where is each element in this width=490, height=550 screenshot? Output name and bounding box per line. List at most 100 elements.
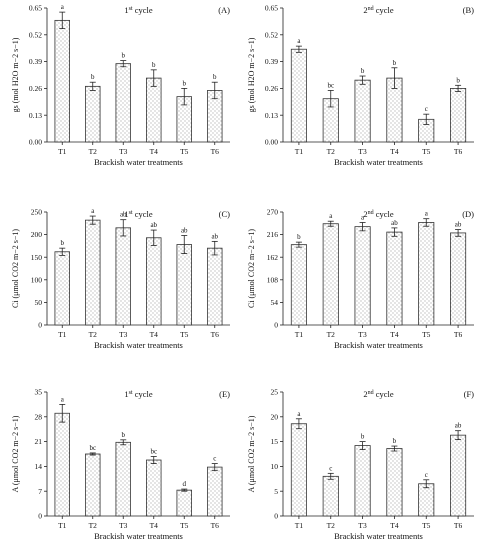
y-tick-label: 0.39: [265, 57, 278, 66]
x-tick-label: T5: [180, 147, 189, 156]
y-axis-label: Ci (μmol CO2 m−2 s−1): [247, 229, 256, 308]
y-tick-label: 10: [271, 462, 279, 471]
y-axis-label: gs (mol H2O m−2 s−1): [11, 37, 20, 112]
significance-letter: d: [183, 480, 187, 488]
x-axis-label: Brackish water treatments: [94, 157, 183, 167]
y-tick-label: 15: [271, 437, 279, 446]
significance-letter: b: [183, 79, 187, 87]
y-tick-label: 20: [271, 412, 279, 421]
y-tick-label: 0: [274, 512, 278, 521]
y-tick-label: 28: [35, 412, 43, 421]
significance-letter: b: [122, 431, 126, 439]
significance-letter: b: [152, 61, 156, 69]
panel-label: (D): [462, 209, 474, 219]
significance-letter: b: [61, 239, 65, 247]
x-tick-label: T2: [327, 147, 336, 156]
x-tick-label: T4: [150, 147, 159, 156]
panel-label: (A): [218, 5, 230, 15]
y-tick-label: 35: [35, 388, 43, 397]
panel-f: 0 5 10 15 20 25 a T1 c T2 b T3 b T4 c T5 ab T6 2nd cycle (F…: [247, 388, 474, 541]
panel-d: 0 54 108 162 216 270 b T1 a T2 a T3 ab T4 a T5 ab T6 2nd c…: [247, 208, 474, 350]
y-tick-label: 0: [274, 321, 278, 330]
bar-t4: [386, 448, 403, 517]
x-tick-label: T2: [89, 147, 98, 156]
x-tick-label: T5: [422, 147, 431, 156]
y-tick-label: 100: [31, 275, 43, 284]
bar-t1: [290, 423, 307, 517]
bar-t6: [450, 434, 467, 517]
bar-t2: [322, 475, 339, 517]
significance-letter: b: [122, 52, 126, 60]
x-axis-label: Brackish water treatments: [334, 157, 423, 167]
x-tick-label: T6: [454, 521, 463, 530]
y-tick-label: 0.26: [29, 84, 42, 93]
panel-a: 0.00 0.13 0.26 0.39 0.52 0.65 a T1 b T2 b T3 b T4 b T5 b…: [11, 3, 230, 167]
bar-t3: [115, 441, 131, 517]
significance-letter: b: [456, 76, 460, 84]
significance-letter: bc: [150, 447, 157, 455]
x-tick-label: T1: [58, 147, 67, 156]
y-tick-label: 0.00: [29, 138, 42, 147]
x-tick-label: T2: [89, 330, 98, 339]
y-tick-label: 54: [271, 298, 279, 307]
bar-t2: [85, 219, 101, 326]
y-tick-label: 21: [35, 437, 43, 446]
x-tick-label: T3: [119, 147, 128, 156]
x-tick-label: T1: [295, 147, 304, 156]
bar-t3: [354, 226, 371, 326]
y-tick-label: 14: [35, 462, 43, 471]
bar-t5: [176, 244, 192, 326]
significance-letter: a: [61, 395, 65, 403]
y-tick-label: 0.52: [29, 30, 42, 39]
y-tick-label: 0.26: [265, 84, 278, 93]
bar-t3: [354, 445, 371, 517]
significance-letter: ab: [455, 422, 462, 430]
chart-title: 2nd cycle: [363, 5, 394, 15]
x-tick-label: T1: [295, 330, 304, 339]
bar-t4: [146, 237, 162, 326]
bar-t3: [115, 227, 131, 326]
y-tick-label: 0.13: [265, 111, 278, 120]
significance-letter: a: [329, 212, 333, 220]
significance-letter: a: [361, 213, 365, 221]
bar-t4: [386, 231, 403, 326]
panel-label: (C): [219, 209, 231, 219]
x-tick-label: T6: [211, 147, 220, 156]
significance-letter: c: [213, 455, 216, 463]
panel-c: 0 50 100 150 200 250 b T1 a T2 ab T3 ab T4 ab T5 ab T6 1st…: [11, 207, 230, 350]
significance-letter: b: [361, 433, 365, 441]
x-tick-label: T6: [454, 147, 463, 156]
bar-t6: [450, 88, 467, 143]
chart-title: 1st cycle: [124, 209, 153, 219]
y-tick-label: 0.65: [265, 4, 278, 13]
significance-letter: a: [297, 410, 301, 418]
y-tick-label: 200: [31, 230, 43, 239]
x-tick-label: T5: [422, 521, 431, 530]
y-tick-label: 0.00: [265, 138, 278, 147]
x-tick-label: T1: [58, 330, 67, 339]
y-tick-label: 162: [267, 253, 279, 262]
chart-title: 2nd cycle: [363, 209, 394, 219]
significance-letter: a: [91, 207, 95, 215]
significance-letter: bc: [89, 444, 96, 452]
significance-letter: ab: [391, 219, 398, 227]
y-tick-label: 50: [35, 298, 43, 307]
x-axis-label: Brackish water treatments: [94, 531, 183, 541]
significance-letter: b: [393, 437, 397, 445]
bar-t1: [290, 244, 307, 326]
x-axis-label: Brackish water treatments: [334, 340, 423, 350]
bar-t4: [146, 77, 162, 143]
bar-t2: [85, 85, 101, 143]
x-tick-label: T3: [358, 521, 367, 530]
y-tick-label: 0.52: [265, 30, 278, 39]
significance-letter: ab: [455, 221, 462, 229]
y-tick-label: 0.65: [29, 4, 42, 13]
y-tick-label: 25: [271, 388, 279, 397]
x-tick-label: T4: [390, 147, 399, 156]
significance-letter: b: [393, 59, 397, 67]
bar-t2: [322, 223, 339, 326]
x-tick-label: T3: [119, 330, 128, 339]
panel-label: (B): [463, 5, 475, 15]
bar-t5: [176, 489, 192, 517]
